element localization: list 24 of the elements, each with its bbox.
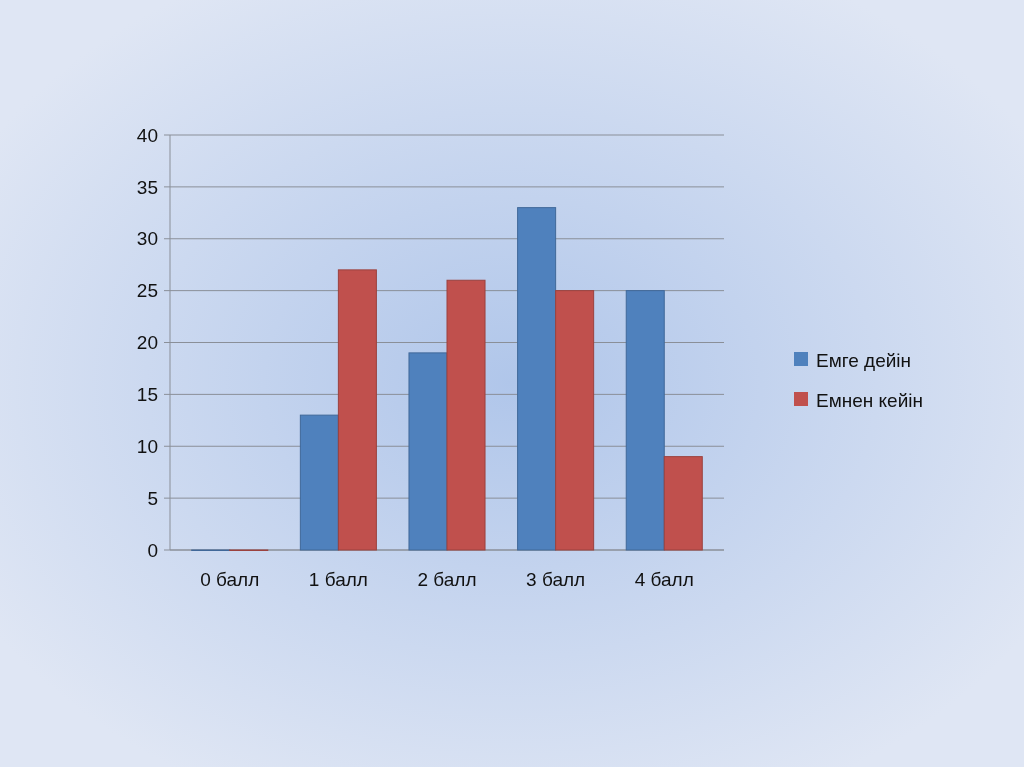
- bar: [663, 456, 703, 551]
- x-tick-label: 2 балл: [417, 569, 477, 590]
- y-tick-label: 10: [136, 435, 158, 457]
- x-tick-label: 1 балл: [308, 569, 368, 590]
- x-tick-label: 4 балл: [634, 569, 694, 590]
- y-tick-label: 15: [136, 384, 158, 406]
- bar: [625, 290, 665, 551]
- bar: [337, 269, 377, 551]
- x-tick-label: 3 балл: [526, 569, 586, 590]
- y-tick-label: 25: [136, 280, 158, 302]
- y-tick-label: 0: [147, 539, 158, 561]
- y-tick-label: 20: [136, 332, 158, 354]
- legend-label: Емнен кейін: [816, 389, 923, 411]
- text: Емге дейін: [816, 349, 912, 371]
- y-tick-label: 5: [147, 487, 158, 509]
- y-tick-label: 35: [136, 176, 158, 198]
- y-tick-label: 30: [136, 228, 158, 250]
- bar: [517, 207, 557, 551]
- bar: [408, 352, 448, 551]
- bar: [555, 290, 595, 551]
- x-tick-label: 0 балл: [200, 569, 260, 590]
- y-tick-label: 40: [136, 124, 158, 146]
- bar: [446, 279, 486, 551]
- bar: [299, 414, 339, 551]
